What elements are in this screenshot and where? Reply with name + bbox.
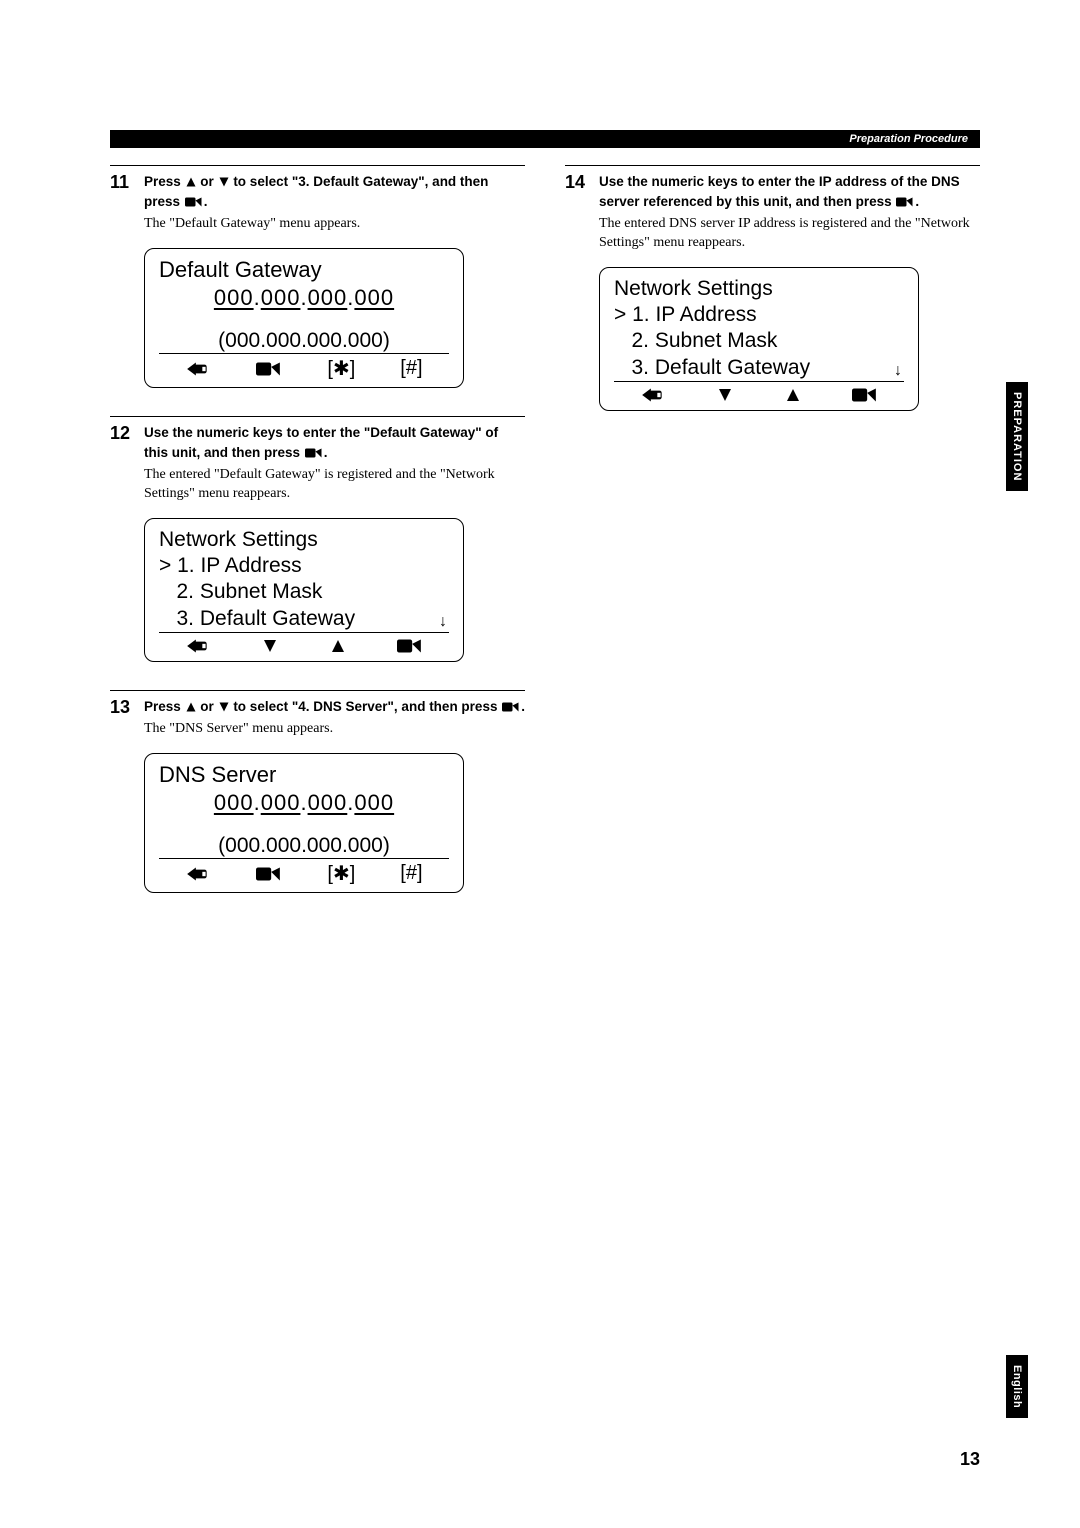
enter-icon — [397, 637, 423, 655]
menu-title: Network Settings — [159, 527, 449, 553]
triangle-down-icon — [218, 176, 230, 188]
menu-item: 2. Subnet Mask — [614, 328, 904, 354]
screen-title: Default Gateway — [159, 257, 449, 283]
triangle-down-icon — [218, 701, 230, 713]
menu-title: Network Settings — [614, 276, 904, 302]
enter-icon — [304, 447, 324, 459]
step-note: The entered "Default Gateway" is registe… — [144, 466, 525, 504]
enter-icon — [852, 386, 878, 404]
step-14: 14 Use the numeric keys to enter the IP … — [565, 165, 980, 411]
screen-nav-row: [✱] [#] — [159, 354, 449, 381]
right-column: 14 Use the numeric keys to enter the IP … — [565, 165, 980, 921]
step-number: 14 — [565, 172, 591, 193]
left-column: 11 Press or to select "3. Default Gatewa… — [110, 165, 525, 921]
hash-key: [#] — [400, 862, 422, 885]
step-13: 13 Press or to select "4. DNS Server", a… — [110, 690, 525, 893]
screen-ip-value: 000.000.000.000 — [159, 790, 449, 816]
back-icon — [185, 865, 211, 883]
triangle-down-icon — [717, 387, 733, 403]
back-icon — [185, 360, 211, 378]
screen-default-gateway: Default Gateway 000.000.000.000 (000.000… — [144, 248, 464, 388]
side-tab-language: English — [1006, 1355, 1028, 1418]
menu-item: > 1. IP Address — [614, 302, 904, 328]
enter-icon — [895, 196, 915, 208]
screen-ip-value: 000.000.000.000 — [159, 285, 449, 311]
scroll-down-icon: ↓ — [894, 361, 904, 381]
triangle-up-icon — [185, 176, 197, 188]
screen-ip-paren: (000.000.000.000) — [159, 329, 449, 354]
step-note: The entered DNS server IP address is reg… — [599, 215, 980, 253]
enter-icon — [256, 865, 282, 883]
hash-key: [#] — [400, 357, 422, 380]
triangle-up-icon — [185, 701, 197, 713]
screen-nav-row — [614, 382, 904, 404]
enter-icon — [256, 360, 282, 378]
page-number: 13 — [960, 1449, 980, 1470]
step-note: The "DNS Server" menu appears. — [144, 720, 525, 739]
triangle-up-icon — [785, 387, 801, 403]
enter-icon — [501, 701, 521, 713]
step-instruction: Press or to select "3. Default Gateway",… — [144, 172, 525, 211]
scroll-down-icon: ↓ — [439, 612, 449, 632]
triangle-up-icon — [330, 638, 346, 654]
menu-item: 3. Default Gateway — [614, 355, 810, 381]
step-instruction: Use the numeric keys to enter the "Defau… — [144, 423, 525, 462]
step-12: 12 Use the numeric keys to enter the "De… — [110, 416, 525, 662]
triangle-down-icon — [262, 638, 278, 654]
screen-nav-row: [✱] [#] — [159, 859, 449, 886]
screen-network-settings: Network Settings > 1. IP Address 2. Subn… — [599, 267, 919, 411]
step-number: 13 — [110, 697, 136, 718]
step-instruction: Press or to select "4. DNS Server", and … — [144, 697, 525, 717]
menu-item: 2. Subnet Mask — [159, 579, 449, 605]
step-instruction: Use the numeric keys to enter the IP add… — [599, 172, 980, 211]
step-note: The "Default Gateway" menu appears. — [144, 215, 525, 234]
back-icon — [185, 637, 211, 655]
screen-ip-paren: (000.000.000.000) — [159, 834, 449, 859]
screen-dns-server: DNS Server 000.000.000.000 (000.000.000.… — [144, 753, 464, 893]
step-number: 11 — [110, 172, 136, 193]
menu-item: 3. Default Gateway — [159, 606, 355, 632]
side-tab-preparation: PREPARATION — [1006, 382, 1028, 491]
back-icon — [640, 386, 666, 404]
enter-icon — [184, 196, 204, 208]
step-number: 12 — [110, 423, 136, 444]
star-key: [✱] — [327, 861, 355, 886]
star-key: [✱] — [327, 356, 355, 381]
screen-network-settings: Network Settings > 1. IP Address 2. Subn… — [144, 518, 464, 662]
step-11: 11 Press or to select "3. Default Gatewa… — [110, 165, 525, 388]
menu-item: > 1. IP Address — [159, 553, 449, 579]
screen-title: DNS Server — [159, 762, 449, 788]
section-header-bar: Preparation Procedure — [110, 130, 980, 148]
screen-nav-row — [159, 633, 449, 655]
section-header-text: Preparation Procedure — [849, 133, 968, 145]
